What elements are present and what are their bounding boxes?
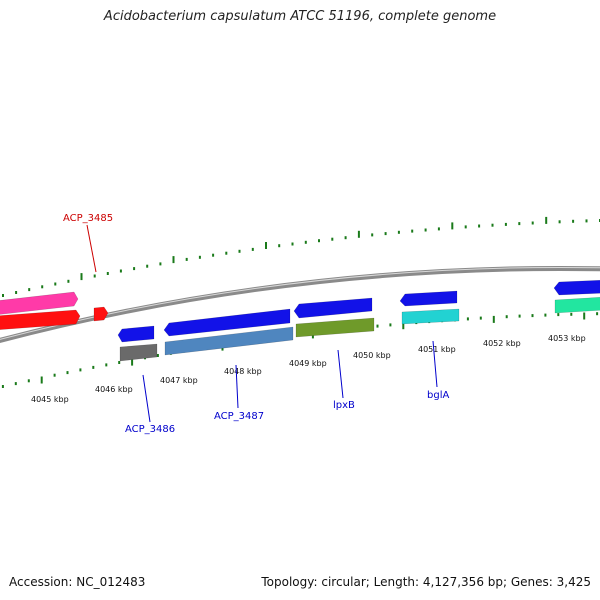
scale-label: 4052 kbp [483,339,521,348]
outer-tick-ring [2,216,600,297]
gene-labels: ACP_3485 ACP_3486 ACP_3487 lpxB bglA [63,213,449,435]
gene-arrow-magenta[interactable] [0,291,79,315]
gene-arrow-red[interactable] [0,309,81,330]
accession-text: Accession: NC_012483 [9,575,146,589]
scale-labels: 4045 kbp 4046 kbp 4047 kbp 4048 kbp 4049… [31,334,586,404]
gene-label-lpxb[interactable]: lpxB [333,400,355,411]
cds-block-right-edge[interactable] [554,297,600,314]
gene-arrow-right-edge[interactable] [553,279,600,296]
gene-arrow-bgla[interactable] [399,290,458,307]
scale-label: 4046 kbp [95,385,133,394]
cds-features [119,297,600,362]
scale-label: 4048 kbp [224,367,262,376]
map-title: Acidobacterium capsulatum ATCC 51196, co… [103,9,497,24]
cds-block-acp-3486[interactable] [119,343,158,362]
cds-block-bgla[interactable] [401,308,460,325]
leader-line-acp-3485 [86,224,97,273]
scale-label: 4051 kbp [418,345,456,354]
gene-label-bgla[interactable]: bglA [427,390,449,401]
leader-line-lpxb [337,349,344,399]
scale-label: 4049 kbp [289,359,327,368]
gene-arrow-acp-3485[interactable] [93,306,109,322]
cds-block-acp-3487[interactable] [164,326,294,356]
forward-strand-features [0,279,600,343]
gene-arrow-acp-3487[interactable] [163,308,291,337]
scale-label: 4053 kbp [548,334,586,343]
gene-label-acp-3486[interactable]: ACP_3486 [125,424,175,435]
gene-arrow-acp-3486[interactable] [117,325,155,343]
leader-line-bgla [432,340,438,388]
scale-label: 4047 kbp [160,376,198,385]
gene-label-acp-3487[interactable]: ACP_3487 [214,411,264,422]
cds-block-lpxb[interactable] [295,317,375,338]
genome-summary-text: Topology: circular; Length: 4,127,356 bp… [261,575,591,589]
scale-label: 4050 kbp [353,351,391,360]
leader-line-acp-3486 [142,374,151,423]
gene-label-acp-3485[interactable]: ACP_3485 [63,213,113,224]
gene-arrow-lpxb[interactable] [293,297,373,319]
leader-line-acp-3487 [235,364,239,409]
scale-label: 4045 kbp [31,395,69,404]
